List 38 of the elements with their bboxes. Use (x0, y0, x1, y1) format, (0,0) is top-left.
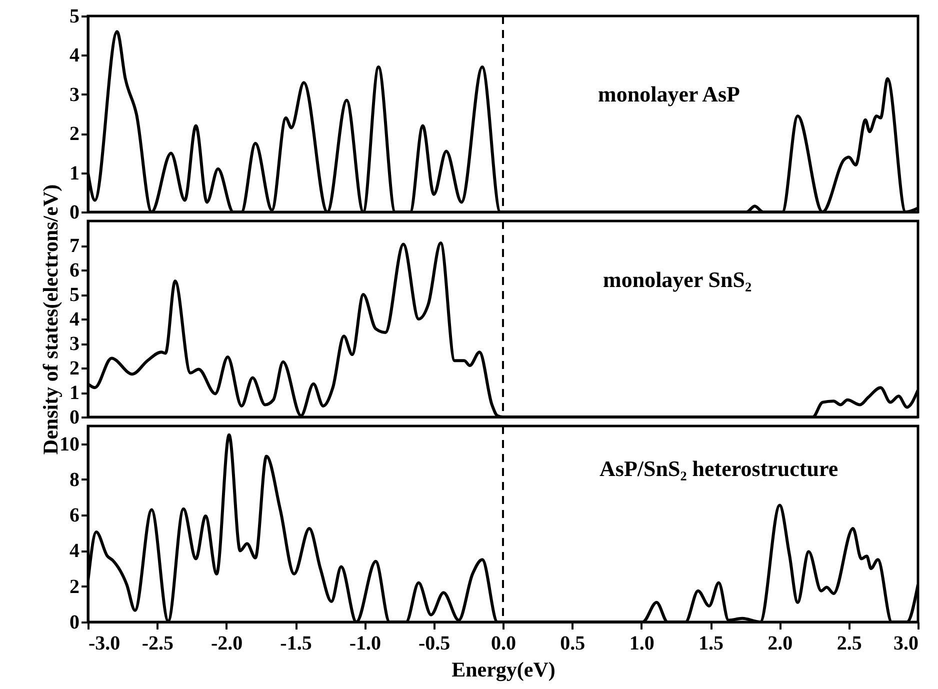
y-tick-label: 8 (70, 468, 80, 491)
x-tick-label: 1.5 (698, 632, 724, 654)
x-tick-label: 1.0 (629, 632, 654, 654)
y-tick-label: 1 (70, 382, 80, 404)
y-tick-label: 0 (70, 406, 80, 428)
y-tick-label: 3 (70, 84, 80, 106)
y-tick-label: 2 (70, 576, 80, 598)
y-tick-label: 4 (70, 44, 80, 67)
x-tick-label: 0.5 (560, 632, 586, 654)
y-axis-title: Density of states(electrons/eV) (38, 184, 62, 455)
y-tick-label: 1 (70, 162, 80, 184)
x-tick-label: -3.0 (88, 632, 120, 654)
x-tick-label: 2.5 (836, 632, 862, 654)
y-tick-label: 6 (70, 260, 80, 282)
x-tick-label: -1.0 (349, 632, 382, 654)
y-tick-label: 2 (70, 123, 80, 146)
y-tick-label: 3 (70, 333, 80, 355)
x-tick-label: -1.5 (280, 632, 312, 654)
x-tick-label: -0.5 (418, 632, 450, 654)
y-tick-label: 0 (70, 202, 80, 224)
x-tick-label: 3.0 (894, 632, 918, 654)
x-tick-label: -2.0 (210, 632, 243, 654)
annotation: monolayer AsP (598, 81, 740, 106)
y-tick-label: 4 (70, 540, 80, 562)
y-tick-label: 5 (70, 284, 80, 306)
x-tick-label: 0.0 (491, 632, 516, 654)
y-tick-label: 7 (70, 235, 80, 257)
y-tick-label: 4 (70, 308, 80, 330)
x-tick-label: -2.5 (142, 632, 174, 654)
y-tick-label: 6 (70, 504, 80, 527)
y-tick-label: 10 (60, 433, 80, 456)
y-tick-label: 5 (70, 6, 80, 28)
x-tick-label: 2.0 (768, 632, 793, 654)
y-tick-label: 0 (70, 612, 80, 634)
annotation: monolayer SnS₂ (602, 266, 752, 292)
y-tick-label: 2 (70, 358, 80, 380)
x-axis-title: Energy(eV) (452, 658, 556, 682)
annotation: AsP/SnS₂ heterostructure (599, 456, 838, 482)
